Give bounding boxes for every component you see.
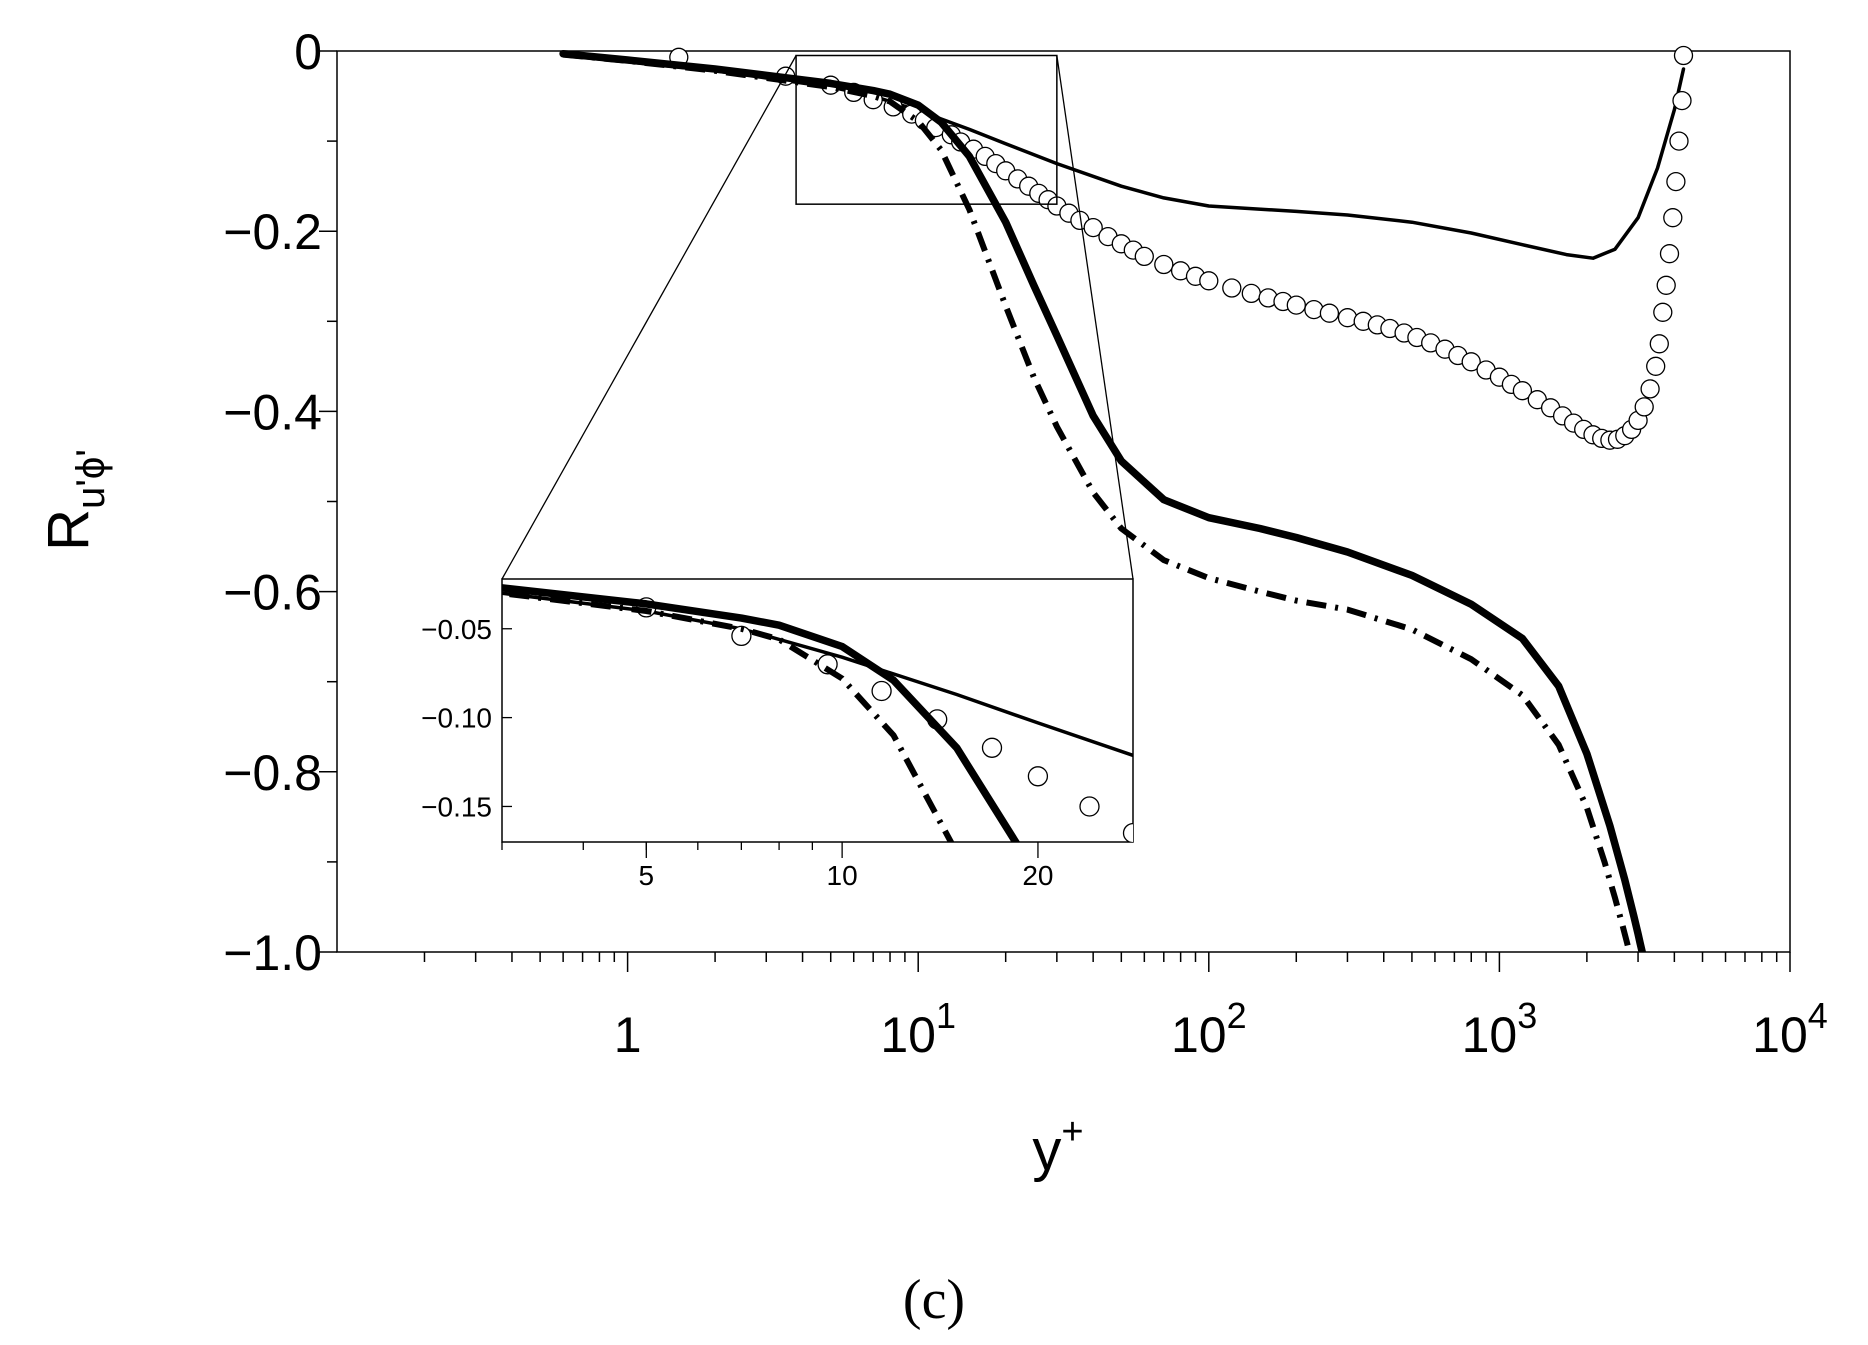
data-point-circle-inset xyxy=(1079,796,1100,817)
data-point-circle xyxy=(1154,254,1174,275)
inset-x-tick-label: 20 xyxy=(1022,860,1053,891)
x-tick-label: 103 xyxy=(1462,995,1538,1063)
y-tick-label: −0.4 xyxy=(223,384,322,440)
data-point-circle xyxy=(1512,381,1533,401)
x-tick-label: 101 xyxy=(880,995,956,1063)
series-line-dash-dot-inset xyxy=(502,590,955,842)
main-plot: 0 −0.2 −0.4 −0.6 −0.8 −1.0 1 101 102 103 104 xyxy=(223,24,1828,1063)
x-tick-label: 1 xyxy=(614,1007,642,1063)
y-tick-label: −0.2 xyxy=(223,204,322,260)
inset-y-tick-label: −0.15 xyxy=(421,791,492,822)
data-point-circle xyxy=(1666,171,1686,192)
data-point-circle-inset xyxy=(1224,879,1243,898)
zoom-box xyxy=(795,54,1058,205)
inset-plot: −0.05 −0.10 −0.15 5 10 20 xyxy=(421,578,1243,898)
y-axis-title: Ru'ϕ' xyxy=(36,449,113,551)
axis-titles: y+ Ru'ϕ' xyxy=(36,449,1084,1183)
data-point-circle xyxy=(1199,271,1219,291)
zoom-connector-left xyxy=(501,55,797,580)
data-point-circle xyxy=(1673,45,1694,66)
data-point-circle xyxy=(1646,356,1666,376)
data-point-circle xyxy=(1659,244,1680,264)
data-point-circle-inset xyxy=(1027,766,1049,787)
y-tick-label: 0 xyxy=(294,24,322,80)
y-tick-label: −1.0 xyxy=(223,925,322,981)
data-point-circle xyxy=(1461,352,1481,372)
series-line-thin-solid xyxy=(561,53,1686,260)
inset-y-tick-label: −0.05 xyxy=(421,614,492,645)
data-point-circle xyxy=(1653,302,1673,322)
data-point-circle xyxy=(1222,278,1242,298)
data-point-circle xyxy=(1669,131,1689,151)
data-point-circle-inset xyxy=(1170,850,1189,869)
zoom-indicator xyxy=(501,54,1134,580)
data-point-circle-inset xyxy=(981,737,1003,758)
data-point-circle xyxy=(1640,379,1660,399)
data-point-circle xyxy=(1663,208,1683,228)
data-point-circle-inset xyxy=(1122,822,1133,842)
data-point-circle xyxy=(1286,295,1306,315)
y-tick-label: −0.8 xyxy=(223,745,322,801)
figure-caption: (c) xyxy=(903,1269,965,1331)
data-point-circle xyxy=(1134,246,1154,267)
series-line-dash-dot xyxy=(562,51,1633,952)
data-point-circle xyxy=(1634,397,1654,417)
x-axis-title: y+ xyxy=(1032,1111,1083,1183)
inset-x-tick-label: 5 xyxy=(639,860,655,891)
zoom-connector-right xyxy=(1056,55,1134,580)
inset-frame xyxy=(501,578,1134,843)
series-group xyxy=(559,45,1694,952)
x-tick-label: 102 xyxy=(1171,995,1247,1063)
inset-y-tick-label: −0.10 xyxy=(421,703,492,734)
data-point-circle xyxy=(1672,90,1692,111)
series-line-thick-solid xyxy=(559,49,1646,952)
series-line-thick-solid-inset xyxy=(502,584,1021,842)
inset-series-group xyxy=(502,584,1243,898)
data-point-circle xyxy=(1656,275,1676,295)
data-point-circle xyxy=(1083,217,1103,238)
x-tick-label: 104 xyxy=(1752,995,1828,1063)
data-point-circle xyxy=(1337,308,1358,328)
data-point-circle xyxy=(1241,283,1261,304)
data-point-circle xyxy=(1319,303,1340,323)
data-point-circle xyxy=(1649,334,1669,354)
inset-x-tick-label: 10 xyxy=(827,860,858,891)
y-tick-label: −0.6 xyxy=(223,565,322,621)
data-point-circle-inset xyxy=(871,680,892,702)
